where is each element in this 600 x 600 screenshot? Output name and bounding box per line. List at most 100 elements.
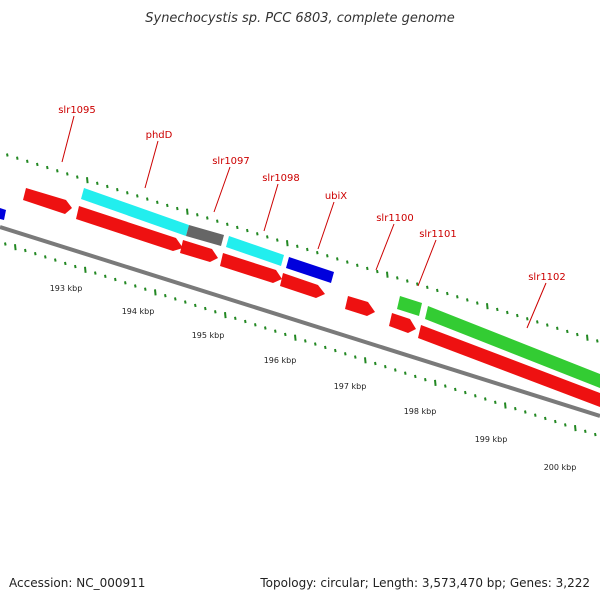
minor-tick — [96, 181, 99, 185]
major-tick — [14, 244, 17, 251]
minor-tick — [194, 303, 197, 308]
minor-tick — [334, 348, 337, 353]
scale-label-198: 198 kbp — [404, 407, 437, 416]
minor-tick — [556, 326, 559, 330]
minor-tick — [256, 232, 259, 236]
minor-tick — [266, 235, 269, 239]
minor-tick — [126, 191, 129, 195]
lower-tick-track — [4, 242, 597, 437]
minor-tick — [136, 194, 139, 198]
scale-label-194: 194 kbp — [122, 307, 155, 316]
label-slr1097[interactable]: slr1097 — [212, 156, 250, 167]
minor-tick — [566, 329, 569, 334]
minor-tick — [116, 188, 119, 192]
minor-tick — [4, 242, 7, 246]
feature-red-8[interactable] — [418, 325, 600, 407]
major-tick — [286, 240, 289, 247]
minor-tick — [46, 165, 49, 170]
label-ubiX[interactable]: ubiX — [325, 191, 347, 202]
feature-red-3[interactable] — [389, 313, 416, 333]
minor-tick — [454, 387, 457, 392]
minor-tick — [214, 310, 217, 314]
minor-tick — [26, 159, 29, 163]
minor-tick — [316, 251, 319, 255]
label-slr1102[interactable]: slr1102 — [528, 272, 566, 283]
minor-tick — [314, 342, 317, 346]
minor-tick — [104, 274, 107, 278]
minor-tick — [174, 297, 177, 301]
minor-tick — [324, 345, 327, 350]
label-slr1098[interactable]: slr1098 — [262, 173, 300, 184]
feature-cyan-1[interactable] — [81, 188, 189, 236]
minor-tick — [344, 352, 347, 356]
scale-label-196: 196 kbp — [264, 356, 297, 365]
scale-label-199: 199 kbp — [475, 435, 508, 444]
label-slr1095[interactable]: slr1095 — [58, 105, 96, 116]
minor-tick — [254, 323, 257, 327]
minor-tick — [514, 407, 517, 411]
minor-tick — [36, 162, 39, 167]
backbone — [0, 225, 600, 418]
feature-red-1[interactable] — [23, 188, 72, 214]
minor-tick — [234, 316, 237, 320]
major-tick — [86, 177, 89, 184]
minor-tick — [546, 323, 549, 327]
feature-red-2[interactable] — [345, 296, 375, 316]
feature-red-6[interactable] — [220, 253, 282, 283]
upper-tick-track — [6, 153, 599, 343]
major-tick — [186, 208, 189, 215]
minor-tick — [376, 269, 379, 274]
minor-tick — [476, 301, 479, 305]
minor-tick — [536, 320, 539, 324]
feature-cyan-2[interactable] — [226, 236, 284, 266]
minor-tick — [446, 291, 449, 296]
minor-tick — [64, 261, 67, 266]
feature-gray-1[interactable] — [186, 225, 224, 246]
gene-labels: slr1095 phdD slr1097 slr1098 ubiX slr110… — [58, 105, 566, 283]
label-slr1100[interactable]: slr1100 — [376, 213, 414, 224]
minor-tick — [144, 287, 147, 291]
minor-tick — [166, 203, 169, 208]
minor-tick — [484, 397, 487, 401]
minor-tick — [66, 172, 69, 176]
label-lines — [61, 115, 547, 329]
minor-tick — [474, 394, 477, 398]
major-tick — [84, 266, 87, 273]
minor-tick — [156, 200, 159, 204]
label-phdD[interactable]: phdD — [146, 130, 173, 141]
minor-tick — [274, 329, 277, 333]
major-tick — [574, 425, 577, 432]
minor-tick — [466, 298, 469, 302]
minor-tick — [264, 326, 267, 330]
minor-tick — [524, 410, 527, 414]
label-slr1101[interactable]: slr1101 — [419, 229, 457, 240]
feature-blue-1[interactable] — [286, 257, 334, 283]
minor-tick — [576, 332, 579, 337]
scale-label-200: 200 kbp — [544, 463, 577, 472]
minor-tick — [346, 260, 349, 264]
feature-red-4[interactable] — [76, 206, 183, 251]
minor-tick — [444, 384, 447, 388]
feature-green-1[interactable] — [397, 296, 422, 316]
minor-tick — [106, 184, 109, 189]
minor-tick — [394, 368, 397, 372]
minor-tick — [516, 313, 519, 318]
minor-tick — [124, 281, 127, 285]
feature-green-2[interactable] — [425, 306, 600, 388]
feature-red-7[interactable] — [280, 273, 325, 298]
minor-tick — [584, 429, 587, 433]
minor-tick — [534, 413, 537, 417]
feature-red-5[interactable] — [180, 240, 218, 262]
topology-summary: Topology: circular; Length: 3,573,470 bp… — [260, 576, 590, 590]
minor-tick — [354, 355, 357, 359]
major-tick — [294, 334, 297, 341]
minor-tick — [596, 339, 599, 343]
minor-tick — [414, 374, 417, 379]
scale-label-195: 195 kbp — [192, 331, 225, 340]
minor-tick — [384, 365, 387, 369]
minor-tick — [54, 258, 57, 262]
major-tick — [504, 402, 507, 409]
major-tick — [364, 357, 367, 364]
major-tick — [386, 271, 389, 278]
feature-blue-partial[interactable] — [0, 208, 6, 220]
